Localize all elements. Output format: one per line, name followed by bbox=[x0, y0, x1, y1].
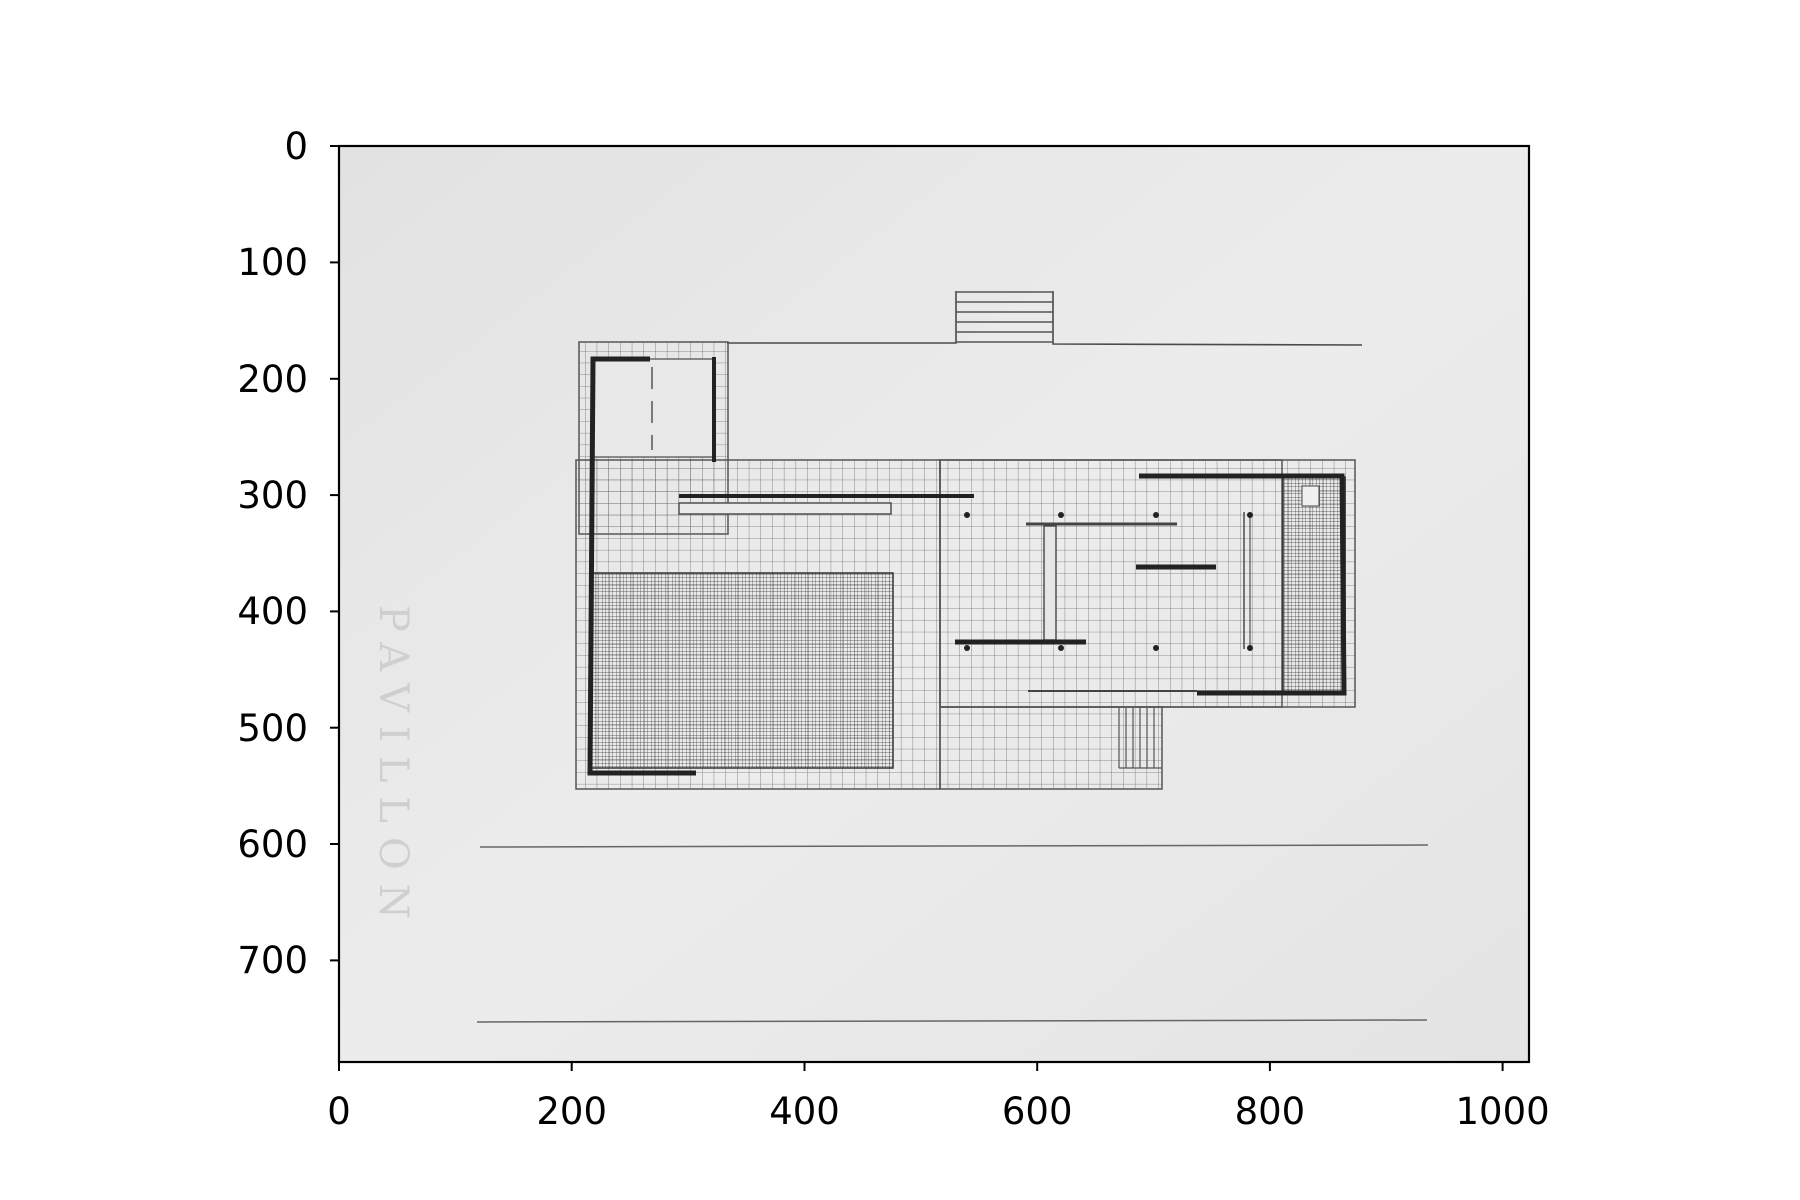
partition-wall bbox=[1043, 525, 1057, 641]
y-tick-label: 200 bbox=[237, 358, 308, 401]
x-tick-label: 400 bbox=[769, 1090, 840, 1133]
small-pool bbox=[1282, 476, 1346, 694]
y-axis: 0 100 200 300 400 500 600 700 bbox=[237, 125, 339, 982]
y-tick-label: 400 bbox=[237, 590, 308, 633]
bench bbox=[678, 502, 892, 515]
floor-plan-image: PAVILLON bbox=[339, 146, 1529, 1062]
annex-wall bbox=[587, 356, 696, 776]
axes-frame bbox=[337, 144, 1531, 1064]
south-terrace bbox=[939, 706, 1163, 790]
terrace-boundary-line bbox=[727, 291, 1363, 346]
ground-line-2 bbox=[476, 1019, 1428, 1023]
large-pool bbox=[589, 572, 894, 769]
columns bbox=[964, 512, 1253, 651]
y-tick-label: 600 bbox=[237, 823, 308, 866]
ground-line-1 bbox=[479, 844, 1429, 848]
upper-steps bbox=[956, 291, 1053, 343]
sculpture-base bbox=[1301, 485, 1320, 507]
y-tick-label: 0 bbox=[284, 125, 308, 168]
east-enclosure-wall bbox=[1139, 473, 1347, 696]
y-tick-label: 300 bbox=[237, 474, 308, 517]
x-tick-label: 1000 bbox=[1456, 1090, 1550, 1133]
x-tick-label: 0 bbox=[327, 1090, 351, 1133]
y-tick-label: 700 bbox=[237, 939, 308, 982]
y-tick-label: 100 bbox=[237, 241, 308, 284]
x-tick-label: 600 bbox=[1002, 1090, 1073, 1133]
lower-steps bbox=[1118, 708, 1162, 769]
x-tick-label: 200 bbox=[536, 1090, 607, 1133]
x-axis: 0 200 400 600 800 1000 bbox=[327, 1062, 1550, 1133]
annex-room bbox=[592, 358, 715, 458]
faint-handwriting: PAVILLON bbox=[370, 605, 416, 933]
x-tick-label: 800 bbox=[1235, 1090, 1306, 1133]
y-tick-label: 500 bbox=[237, 707, 308, 750]
